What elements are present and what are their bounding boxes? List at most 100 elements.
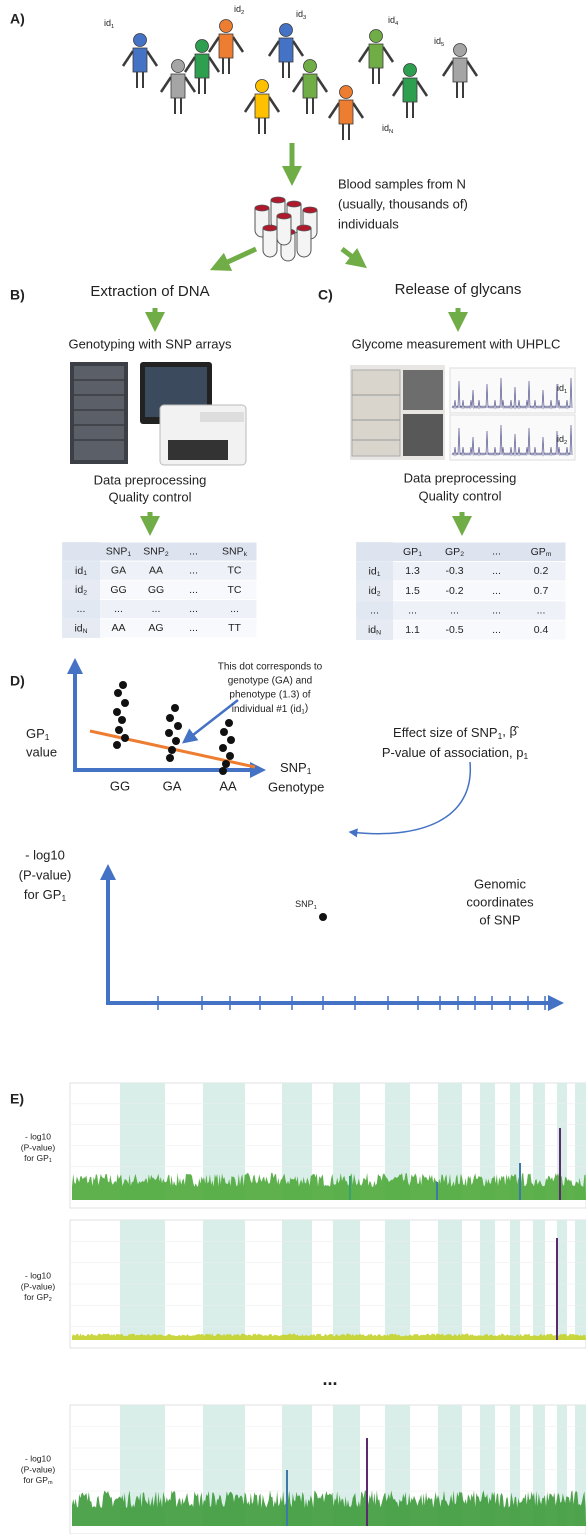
table-cell: GA <box>111 565 126 577</box>
person-arm <box>185 77 195 92</box>
text-part: 2 <box>460 551 464 558</box>
person-arm <box>147 51 157 66</box>
axis-label: of SNP <box>479 912 520 927</box>
tube <box>263 228 277 257</box>
table-cell: 0.4 <box>534 624 549 636</box>
genotype-label: GA <box>163 778 182 793</box>
text-part: N <box>389 129 393 135</box>
text-part: id <box>75 565 83 577</box>
table-cell: AA <box>111 622 125 634</box>
person-head <box>134 34 147 47</box>
individual-label: id1 <box>104 18 114 29</box>
person-arm <box>209 57 219 72</box>
axis-label: - log10 <box>25 1131 51 1141</box>
individuals-figures <box>123 20 477 141</box>
person <box>269 24 303 79</box>
text-part: for GP <box>24 1292 49 1302</box>
person-arm <box>161 77 171 92</box>
table-cell: TC <box>228 565 242 577</box>
person-arm <box>245 97 255 112</box>
text-part: 1 <box>83 570 87 577</box>
text-part: id <box>434 36 441 46</box>
axis-label: SNP1 <box>280 760 312 776</box>
text-part: 1 <box>523 751 528 761</box>
tube-cap <box>263 225 277 231</box>
dot <box>227 736 235 744</box>
text-part: id <box>369 565 377 577</box>
text-part: id <box>382 123 389 133</box>
dot <box>118 716 126 724</box>
text-part: SNP <box>106 545 128 557</box>
text-part: k <box>244 551 248 558</box>
table-cell: 1.3 <box>405 565 420 577</box>
step-text: Blood samples from N <box>338 176 466 191</box>
table-cell: -0.2 <box>445 585 463 597</box>
person-arm <box>329 103 339 118</box>
person-body <box>303 74 317 98</box>
individual-label: id3 <box>296 9 306 20</box>
table-cell: ... <box>370 604 379 616</box>
table-cell: GG <box>110 584 126 596</box>
dot <box>113 741 121 749</box>
axis-label: coordinates <box>466 894 534 909</box>
person-arm <box>393 81 403 96</box>
individual-label: id4 <box>388 15 399 26</box>
table-cell: 1.5 <box>405 585 420 597</box>
person-arm <box>317 77 327 92</box>
genotype-dots <box>113 681 235 775</box>
person <box>329 86 363 141</box>
manhattan-plot <box>70 1083 586 1208</box>
text-part: , β̂ <box>502 724 520 739</box>
text-part: GP <box>531 546 546 558</box>
dot <box>222 760 230 768</box>
table-cell: 0.7 <box>534 585 549 597</box>
table-cell: ... <box>230 603 239 615</box>
axis-label: Genotype <box>268 779 324 794</box>
text-part: P-value of association, p <box>382 745 524 760</box>
result-text: Effect size of SNP1, β̂ <box>393 724 520 741</box>
person-arm <box>123 51 133 66</box>
uhplc-machine <box>350 365 445 460</box>
text-part: 2 <box>83 589 87 596</box>
axis-label: for GPm <box>23 1475 53 1486</box>
individual-label: id2 <box>234 4 244 15</box>
text-part: 1 <box>564 389 567 395</box>
text-part: individual #1 (id <box>232 704 302 715</box>
chromosome-band <box>438 1220 462 1340</box>
table-cell: ... <box>189 622 198 634</box>
table-cell: ... <box>189 584 198 596</box>
axis-label: for GP2 <box>24 1292 52 1303</box>
text-part: 2 <box>564 440 567 446</box>
table-cell: ... <box>408 604 417 616</box>
annotation: individual #1 (id1) <box>232 702 308 715</box>
text-part: m <box>48 1480 53 1486</box>
tube-cap <box>287 201 301 207</box>
arrow <box>219 249 256 266</box>
person-arm <box>443 61 453 76</box>
text-part: for GP <box>24 887 62 902</box>
text-part: 2 <box>49 1297 52 1303</box>
table-cell: AG <box>148 622 163 634</box>
table-cell: -0.5 <box>445 624 463 636</box>
person-arm <box>233 37 243 52</box>
person-arm <box>359 47 369 62</box>
dot <box>174 722 182 730</box>
dot <box>226 752 234 760</box>
text-part: 1 <box>61 893 66 903</box>
tube <box>277 216 291 245</box>
step-title: Extraction of DNA <box>90 283 209 300</box>
chromosome-band <box>510 1220 520 1340</box>
person <box>443 44 477 99</box>
table-header: ... <box>189 545 198 557</box>
axis-label: for GP1 <box>24 887 67 903</box>
axis-label: (P-value) <box>21 1142 56 1152</box>
person-body <box>339 100 353 124</box>
person-head <box>340 86 353 99</box>
person <box>245 80 279 135</box>
step-text: Data preprocessing <box>94 472 207 487</box>
axis-label: for GP1 <box>24 1153 52 1164</box>
person-arm <box>353 103 363 118</box>
person-head <box>280 24 293 37</box>
genotype-label: GG <box>110 778 130 793</box>
text-part: ) <box>305 702 308 713</box>
